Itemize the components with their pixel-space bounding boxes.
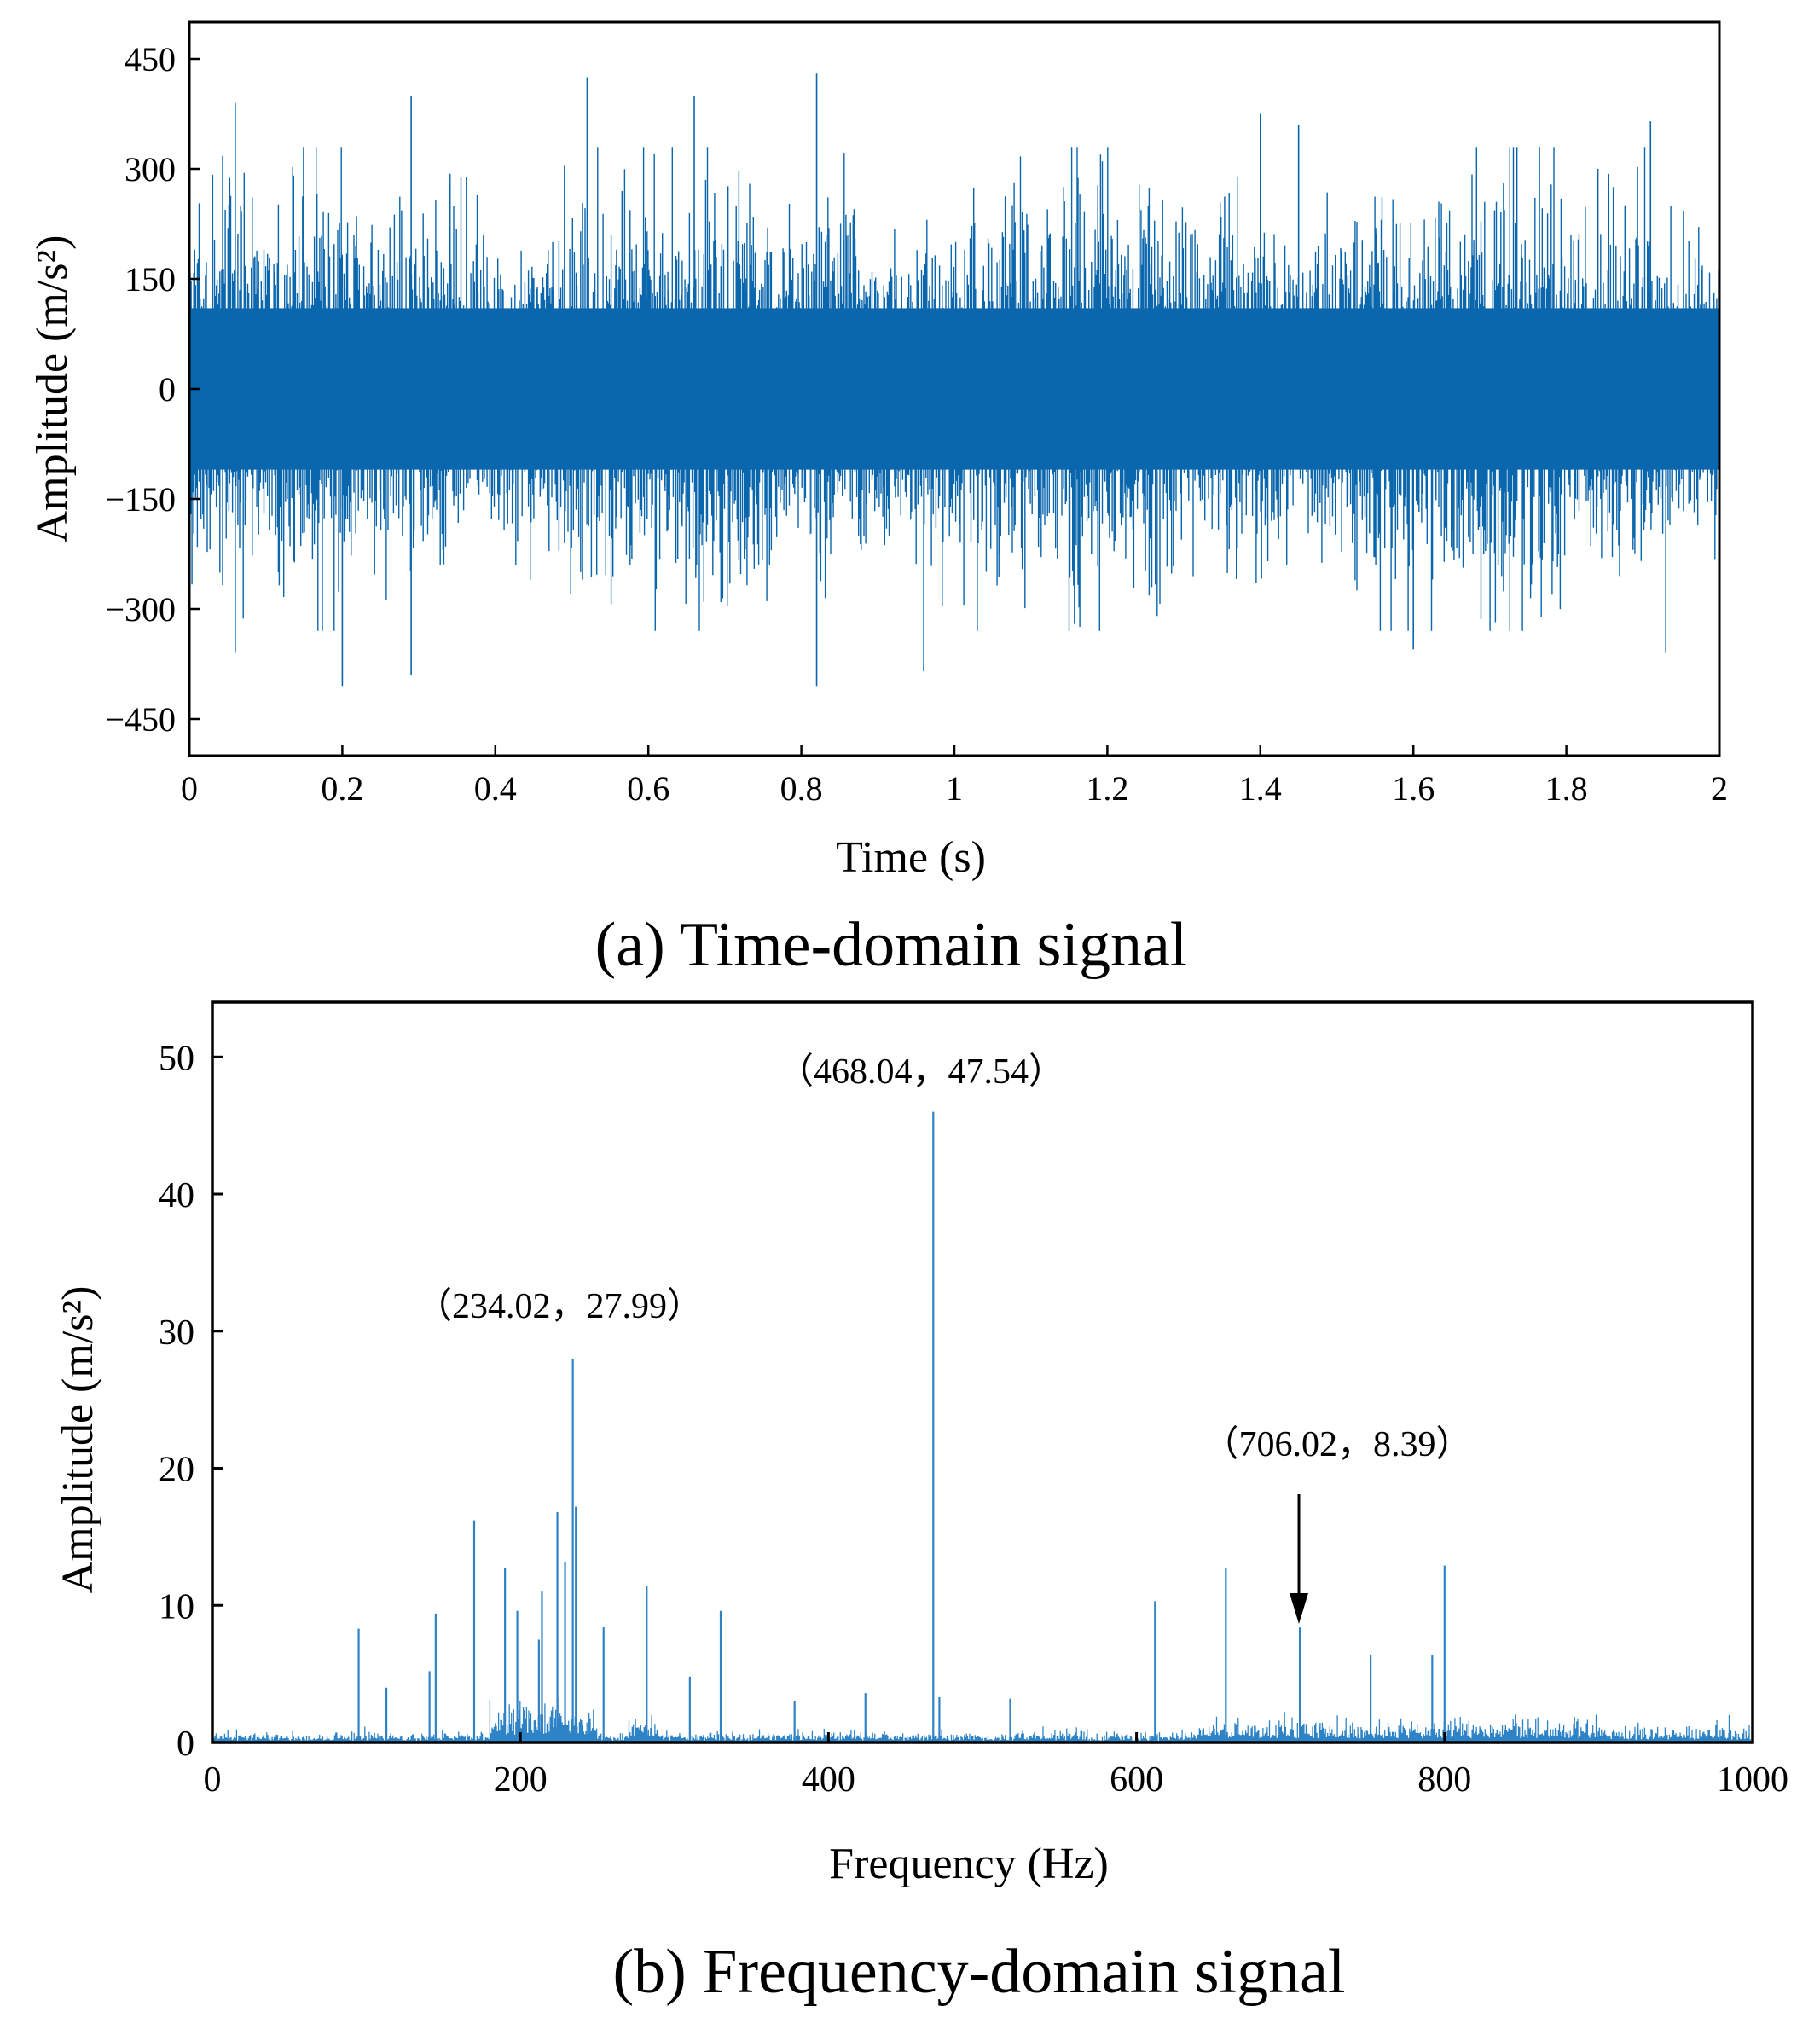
frequency-domain-series bbox=[213, 1111, 1751, 1742]
frequency-domain-plot-frame bbox=[211, 1000, 1754, 1744]
time-domain-panel: 0 0.2 0.4 0.6 0.8 1 1.2 1.4 1.6 1.8 2 450 300 150 0 −15… bbox=[28, 20, 1728, 980]
y-tick-label: 150 bbox=[125, 260, 176, 299]
x-tick-label: 600 bbox=[1110, 1760, 1163, 1800]
annotation-arrow bbox=[1290, 1494, 1308, 1624]
x-tick-label: 1.8 bbox=[1545, 769, 1588, 808]
x-tick-label: 0.8 bbox=[780, 769, 823, 808]
x-tick-label: 1 bbox=[946, 769, 963, 808]
y-tick-label: 450 bbox=[125, 40, 176, 78]
x-tick-label: 200 bbox=[494, 1760, 548, 1800]
x-tick-label: 0.6 bbox=[627, 769, 669, 808]
x-tick-label: 0 bbox=[204, 1760, 222, 1800]
x-tick-label: 400 bbox=[802, 1760, 855, 1800]
y-tick-label: 0 bbox=[159, 370, 176, 409]
annotation-arrow-head bbox=[1290, 1593, 1308, 1624]
x-tick-label: 1.4 bbox=[1239, 769, 1282, 808]
x-tick-label: 1000 bbox=[1717, 1760, 1788, 1800]
y-tick-label: 0 bbox=[177, 1725, 194, 1764]
x-tick-label: 1.2 bbox=[1086, 769, 1128, 808]
y-tick-label: 30 bbox=[159, 1313, 194, 1353]
y-tick-label: −300 bbox=[105, 590, 176, 629]
time-domain-x-axis-label: Time (s) bbox=[836, 833, 986, 882]
frequency-domain-panel: 0 200 400 600 800 1000 50 40 30 20 10 0 （234.02，27.… bbox=[54, 1000, 1788, 2007]
peak-annotation-706: （706.02，8.39） bbox=[1203, 1425, 1471, 1464]
frequency-domain-y-axis-label: Amplitude (m/s²) bbox=[54, 1286, 102, 1594]
x-tick-label: 0.4 bbox=[474, 769, 517, 808]
y-tick-label: 300 bbox=[125, 150, 176, 188]
y-tick-label: −150 bbox=[105, 480, 176, 519]
time-domain-y-axis-label: Amplitude (m/s²) bbox=[28, 235, 77, 543]
x-tick-label: 1.6 bbox=[1392, 769, 1435, 808]
frequency-domain-caption: (b) Frequency-domain signal bbox=[613, 1937, 1346, 2007]
time-domain-series bbox=[189, 73, 1719, 687]
y-tick-label: 10 bbox=[159, 1587, 194, 1626]
x-tick-label: 800 bbox=[1417, 1760, 1471, 1800]
y-tick-label: 20 bbox=[159, 1451, 194, 1490]
y-tick-label: 50 bbox=[159, 1039, 194, 1078]
x-tick-label: 0.2 bbox=[321, 769, 363, 808]
peak-annotation-468: （468.04，47.54） bbox=[778, 1052, 1064, 1092]
frequency-domain-axis-ticks: 0 200 400 600 800 1000 50 40 30 20 10 0 bbox=[159, 1039, 1788, 1800]
y-tick-label: −450 bbox=[105, 700, 176, 739]
y-tick-label: 40 bbox=[159, 1176, 194, 1215]
time-domain-caption: (a) Time-domain signal bbox=[595, 910, 1188, 980]
frequency-domain-x-axis-label: Frequency (Hz) bbox=[829, 1840, 1109, 1888]
time-domain-axis-ticks: 0 0.2 0.4 0.6 0.8 1 1.2 1.4 1.6 1.8 2 450 300 150 0 −15… bbox=[105, 40, 1728, 808]
x-tick-label: 2 bbox=[1711, 769, 1728, 808]
peak-annotation-234: （234.02，27.99） bbox=[416, 1287, 703, 1326]
x-tick-label: 0 bbox=[181, 769, 198, 808]
